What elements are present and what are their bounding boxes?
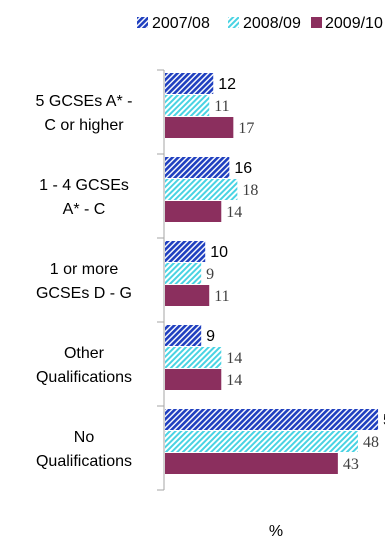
category-label: 1 or more GCSEs D - G	[36, 261, 132, 302]
bar	[165, 325, 201, 346]
data-label: 11	[214, 98, 229, 115]
data-label: 17	[238, 120, 254, 137]
category-labels: 5 GCSEs A* -C or higher 1 - 4 GCSEs A* - C…	[36, 93, 133, 470]
bar	[165, 285, 209, 306]
category-label: Other Qualifications	[36, 345, 132, 386]
legend-label: 2008/09	[243, 15, 301, 32]
bar	[165, 179, 237, 200]
bar	[165, 453, 338, 474]
bar	[165, 263, 201, 284]
category-axis	[157, 70, 164, 490]
data-label: 18	[242, 182, 258, 199]
data-label: 10	[210, 244, 228, 261]
bar	[165, 409, 378, 430]
bar	[165, 369, 221, 390]
bars	[165, 73, 378, 474]
legend: 2007/08 2008/09 2009/10	[137, 15, 383, 32]
bar	[165, 157, 229, 178]
legend-label: 2007/08	[152, 15, 210, 32]
data-label: 11	[214, 288, 229, 305]
data-label: 9	[206, 328, 215, 345]
data-label: 43	[343, 456, 359, 473]
data-label: 16	[234, 160, 252, 177]
bar	[165, 117, 233, 138]
x-axis-label: %	[269, 523, 283, 540]
category-label: No Qualifications	[36, 429, 132, 470]
legend-label: 2009/10	[325, 15, 383, 32]
bar	[165, 201, 221, 222]
bar	[165, 241, 205, 262]
legend-swatch	[228, 17, 239, 28]
data-label: 48	[363, 434, 379, 451]
data-label: 14	[226, 372, 242, 389]
bar	[165, 95, 209, 116]
category-label: 1 - 4 GCSEs A* - C	[39, 177, 129, 218]
bar	[165, 347, 221, 368]
bar	[165, 73, 213, 94]
data-label: 12	[218, 76, 236, 93]
bar	[165, 431, 358, 452]
legend-swatch	[311, 17, 322, 28]
legend-swatch	[137, 17, 148, 28]
data-label: 9	[206, 266, 214, 283]
category-label: 5 GCSEs A* -C or higher	[36, 93, 133, 134]
data-label: 14	[226, 204, 242, 221]
data-label: 14	[226, 350, 242, 367]
